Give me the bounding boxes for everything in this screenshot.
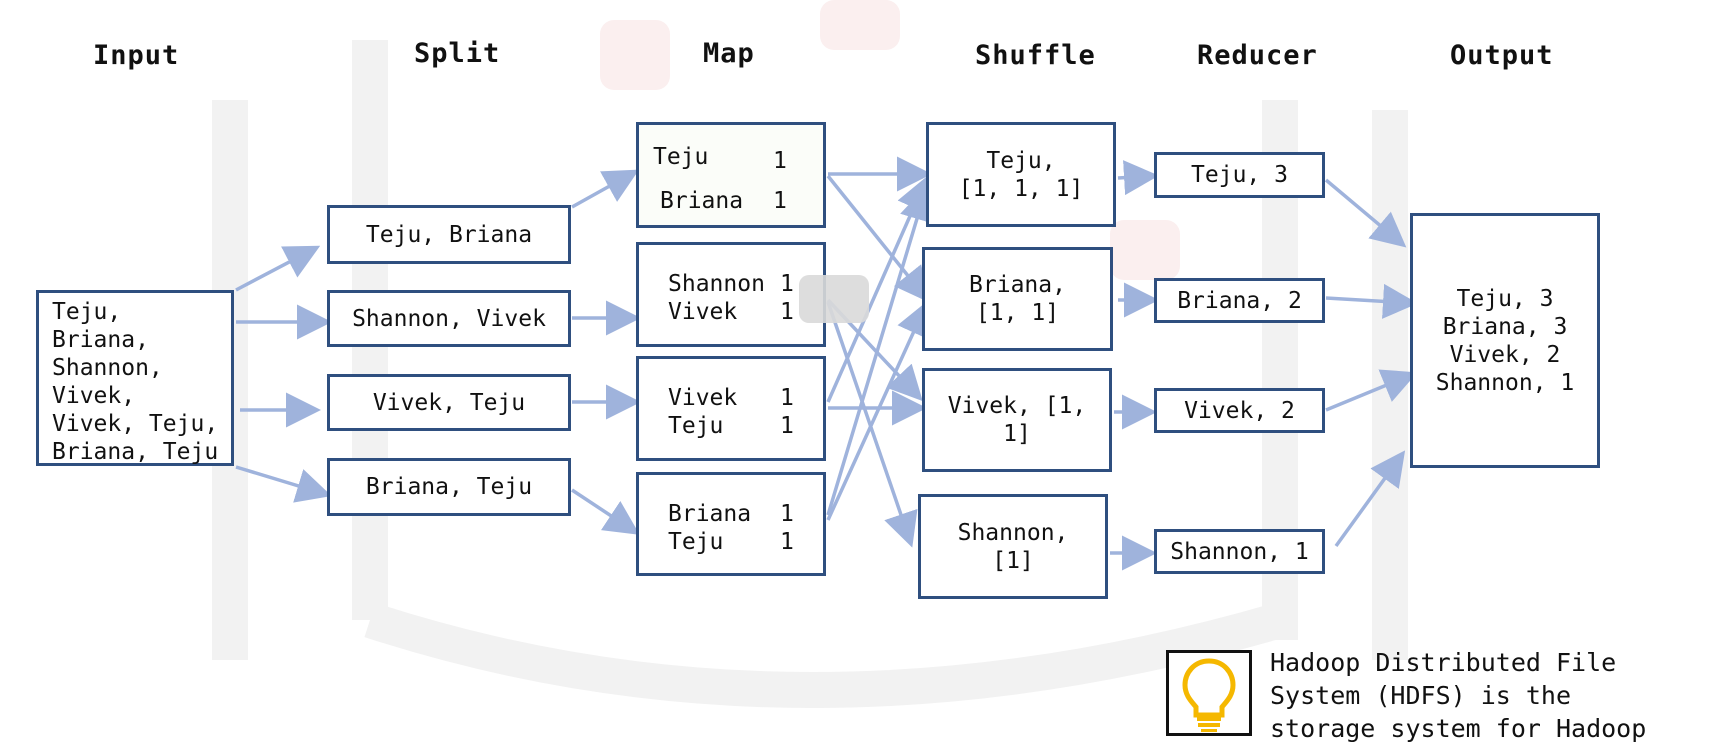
map-count: 1: [780, 529, 794, 555]
split-box-3: Vivek, Teju: [327, 374, 571, 431]
split-label: Vivek, Teju: [372, 389, 526, 416]
input-line: Teju,: [52, 299, 122, 325]
shuffle-line: [1, 1, 1]: [958, 175, 1084, 202]
split-label: Briana, Teju: [365, 474, 533, 500]
map-count: 1: [780, 501, 794, 527]
map-word: Briana: [660, 188, 744, 214]
reducer-label: Briana, 2: [1177, 287, 1302, 314]
map-box-3: Vivek 1 Teju 1: [636, 356, 826, 461]
map-word: Shannon: [668, 271, 765, 297]
reducer-box-3: Vivek, 2: [1154, 388, 1325, 433]
map-box-1: Teju 1 Briana 1: [636, 122, 826, 228]
column-title-output: Output: [1450, 40, 1554, 71]
split-box-1: Teju, Briana: [327, 205, 571, 264]
reducer-label: Vivek, 2: [1184, 397, 1295, 424]
input-line: Shannon,: [52, 355, 163, 381]
input-line: Vivek,: [52, 383, 136, 409]
reducer-box-2: Briana, 2: [1154, 278, 1325, 323]
map-box-4: Briana 1 Teju 1: [636, 472, 826, 576]
shuffle-box-3: Vivek, [1, 1]: [922, 368, 1112, 472]
column-title-map: Map: [703, 38, 755, 69]
shuffle-line: [1, 1]: [975, 300, 1060, 326]
split-box-4: Briana, Teju: [327, 458, 571, 516]
map-box-2: Shannon 1 Vivek 1: [636, 242, 869, 347]
map-word: Teju: [668, 529, 724, 555]
reducer-label: Teju, 3: [1191, 162, 1288, 188]
map-count: 1: [780, 385, 794, 411]
shuffle-line: Shannon,: [957, 519, 1069, 546]
column-title-shuffle: Shuffle: [975, 40, 1096, 71]
output-box: Teju, 3 Briana, 3 Vivek, 2 Shannon, 1: [1410, 213, 1600, 468]
shuffle-line: Vivek, [1,: [947, 393, 1087, 419]
output-line: Teju, 3: [1456, 285, 1554, 312]
input-box: Teju, Briana, Shannon, Vivek, Vivek, Tej…: [36, 290, 234, 466]
shuffle-line: [1]: [992, 547, 1034, 574]
split-label: Teju, Briana: [365, 221, 533, 248]
reducer-label: Shannon, 1: [1170, 538, 1309, 565]
note-line: storage system for Hadoop: [1270, 714, 1647, 743]
map-count: 1: [780, 413, 794, 439]
output-line: Briana, 3: [1442, 313, 1568, 340]
map-count: 1: [773, 188, 787, 214]
map-word: Briana: [668, 501, 752, 527]
output-line: Shannon, 1: [1435, 369, 1575, 396]
shuffle-box-2: Briana, [1, 1]: [922, 247, 1113, 351]
map-count: 1: [780, 299, 794, 325]
shuffle-line: 1]: [1003, 421, 1031, 447]
hdfs-note: Hadoop Distributed File System (HDFS) is…: [1270, 646, 1646, 745]
note-line: System (HDFS) is the: [1270, 681, 1572, 710]
input-line: Briana,: [52, 327, 149, 353]
lightbulb-icon: [1166, 650, 1252, 736]
map-word: Vivek: [668, 385, 738, 411]
split-box-2: Shannon, Vivek: [327, 290, 571, 347]
shuffle-box-1: Teju, [1, 1, 1]: [926, 122, 1116, 227]
column-title-reducer: Reducer: [1197, 40, 1318, 71]
reducer-box-4: Shannon, 1: [1154, 529, 1325, 574]
shuffle-line: Teju,: [986, 147, 1056, 174]
cursor-highlight: [799, 275, 869, 323]
map-count: 1: [780, 271, 794, 297]
column-title-input: Input: [93, 40, 180, 71]
map-count: 1: [773, 148, 787, 174]
input-line: Vivek, Teju,: [52, 411, 219, 437]
column-title-split: Split: [414, 38, 501, 69]
output-line: Vivek, 2: [1449, 341, 1561, 368]
note-line: Hadoop Distributed File: [1270, 648, 1617, 677]
shuffle-line: Briana,: [969, 272, 1066, 298]
map-word: Teju: [668, 413, 724, 439]
map-word: Vivek: [668, 299, 738, 325]
input-line: Briana, Teju: [52, 439, 219, 465]
shuffle-box-4: Shannon, [1]: [918, 494, 1108, 599]
map-word: Teju: [653, 144, 709, 170]
split-label: Shannon, Vivek: [352, 305, 546, 332]
reducer-box-1: Teju, 3: [1154, 152, 1325, 198]
